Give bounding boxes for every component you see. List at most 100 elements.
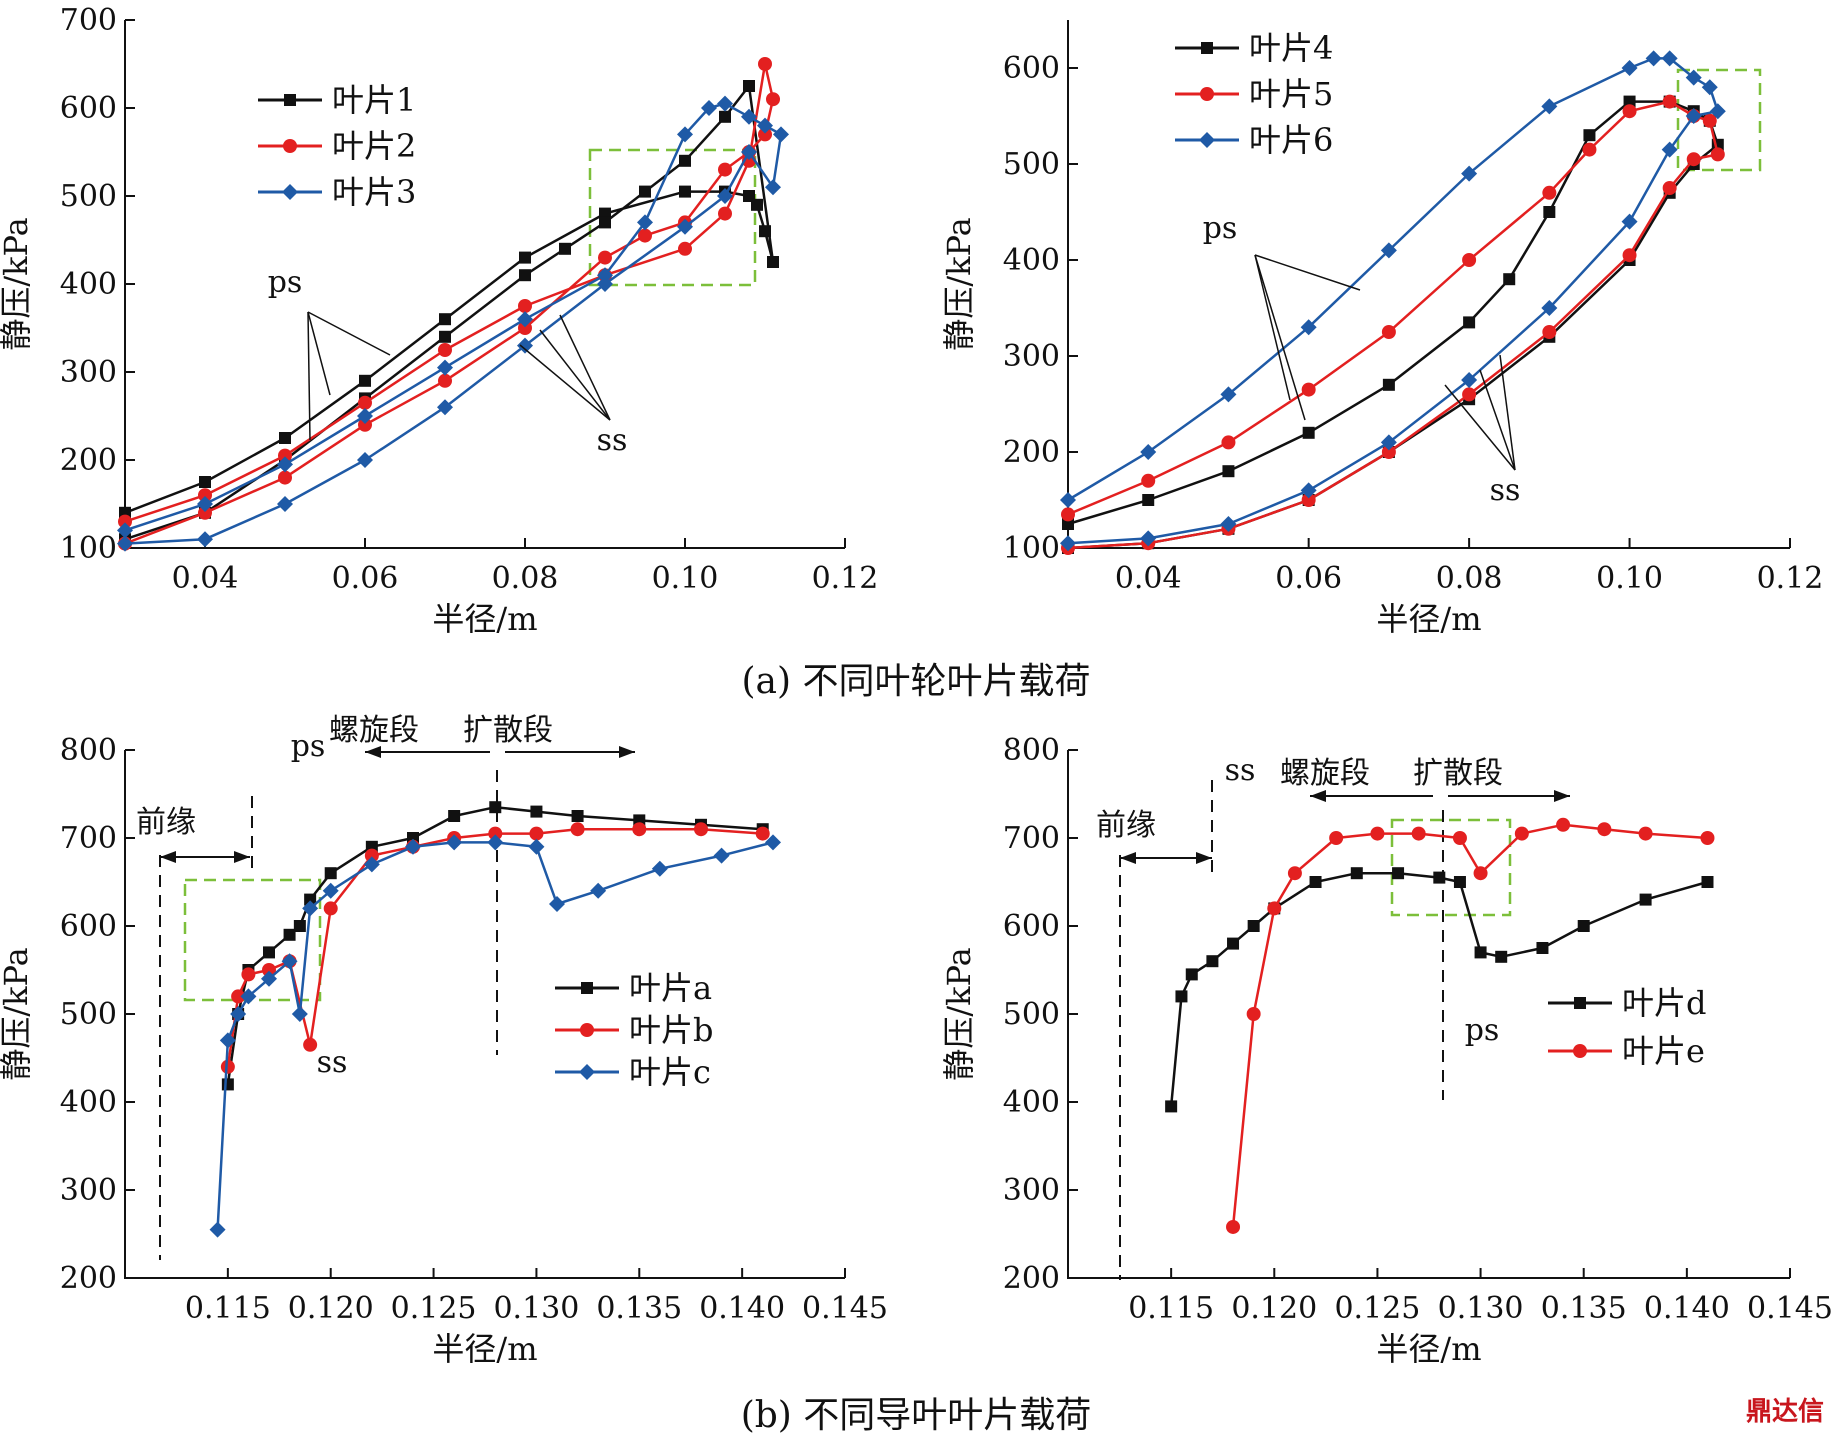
- series-line: [226, 827, 763, 1067]
- data-point: [597, 267, 613, 284]
- data-point: [1062, 518, 1074, 530]
- annotation-label: ps: [291, 729, 326, 764]
- annotation-label: 螺旋段: [329, 713, 419, 748]
- y-axis-label: 静压/kPa: [0, 217, 35, 350]
- data-point: [487, 834, 504, 851]
- data-point: [302, 900, 319, 917]
- y-tick-label: 600: [60, 909, 117, 944]
- data-point: [766, 92, 780, 107]
- series-叶片e: [1226, 817, 1715, 1234]
- data-point: [1710, 147, 1725, 162]
- data-point: [1473, 866, 1488, 881]
- data-point: [694, 822, 708, 837]
- x-tick-label: 0.130: [493, 1291, 579, 1326]
- annotation-pointer: [307, 311, 311, 441]
- series-叶片4: [1062, 95, 1724, 554]
- arrow-head: [1310, 790, 1326, 802]
- annotation-label: 扩散段: [463, 713, 553, 748]
- y-tick-label: 200: [60, 443, 117, 478]
- data-point: [1686, 152, 1701, 167]
- data-point: [1141, 473, 1156, 488]
- data-point: [1061, 507, 1075, 522]
- annotation-pointer: [1499, 354, 1516, 471]
- y-tick-label: 500: [60, 997, 117, 1032]
- x-tick-label: 0.120: [288, 1291, 374, 1326]
- axes-frame: [124, 20, 845, 549]
- data-point: [767, 256, 779, 268]
- data-point: [1380, 434, 1397, 451]
- data-point: [679, 154, 691, 167]
- annotation-pointer: [1479, 369, 1516, 471]
- x-tick-label: 0.04: [1115, 561, 1182, 596]
- series-line: [124, 102, 783, 545]
- data-point: [1701, 79, 1718, 96]
- data-point: [197, 496, 213, 512]
- legend-entry: 叶片2: [258, 127, 416, 165]
- x-tick-label: 0.140: [1644, 1291, 1730, 1326]
- data-point: [1577, 920, 1590, 932]
- x-tick-label: 0.145: [802, 1291, 888, 1326]
- annotation-pointer: [307, 311, 391, 356]
- data-point: [773, 126, 789, 143]
- annotation-pointer: [1254, 254, 1361, 291]
- annotation-label: ss: [317, 1045, 348, 1080]
- annotation-pointer: [1254, 254, 1291, 401]
- data-point: [1582, 142, 1597, 157]
- x-axis-label: 半径/m: [432, 600, 537, 638]
- annotation-pointer: [307, 311, 331, 396]
- data-point: [293, 920, 306, 932]
- data-point: [759, 225, 771, 238]
- x-tick-label: 0.125: [391, 1291, 477, 1326]
- annotation-label: 前缘: [136, 805, 196, 840]
- annotation-label: 螺旋段: [1280, 756, 1370, 791]
- series-叶片5: [1061, 94, 1725, 555]
- annotation-label: ps: [1465, 1013, 1500, 1048]
- legend-entry: 叶片5: [1175, 75, 1333, 113]
- y-tick-label: 700: [60, 821, 117, 856]
- data-point: [758, 127, 772, 142]
- data-point: [322, 882, 339, 899]
- caption-a: (a) 不同叶轮叶片载荷: [741, 661, 1091, 702]
- data-point: [1220, 516, 1237, 532]
- annotation-pointer: [539, 329, 611, 421]
- series-line: [124, 62, 775, 545]
- legend-label: 叶片b: [629, 1011, 714, 1049]
- series-叶片d: [1165, 867, 1714, 1113]
- data-point: [219, 1032, 236, 1049]
- data-point: [262, 963, 276, 977]
- data-point: [1542, 185, 1557, 200]
- data-point: [599, 216, 611, 229]
- y-tick-label: 400: [60, 267, 117, 302]
- data-point: [1433, 871, 1446, 884]
- data-point: [701, 100, 717, 116]
- data-point: [1060, 492, 1076, 508]
- y-tick-label: 400: [1003, 1085, 1060, 1120]
- data-point: [1309, 876, 1322, 888]
- data-point: [1597, 822, 1612, 837]
- data-point: [741, 108, 757, 125]
- data-point: [1474, 946, 1487, 959]
- data-point: [1247, 920, 1260, 932]
- data-point: [1392, 867, 1405, 880]
- x-axis-label: 半径/m: [432, 1330, 537, 1368]
- legend-label: 叶片5: [1249, 75, 1333, 113]
- x-tick-label: 0.115: [185, 1291, 271, 1326]
- data-point: [1140, 444, 1157, 460]
- y-tick-label: 500: [1003, 147, 1060, 182]
- data-point: [1543, 206, 1556, 218]
- data-point: [1140, 530, 1157, 547]
- y-tick-label: 400: [60, 1085, 117, 1120]
- data-point: [765, 834, 781, 851]
- x-tick-label: 0.125: [1334, 1291, 1420, 1326]
- legend-marker: [282, 184, 298, 200]
- arrow-head: [619, 746, 635, 758]
- data-point: [518, 299, 532, 313]
- legend-marker: [1574, 997, 1586, 1009]
- series-叶片2: [118, 57, 780, 551]
- data-point: [1645, 50, 1662, 67]
- data-point: [1702, 113, 1717, 128]
- chart-panel-1: 0.04 0.06 0.08 0.10 0.12 100 200 300 400 500 600 70…: [0, 3, 878, 638]
- annotation-pointer: [559, 314, 611, 421]
- data-point: [117, 535, 133, 552]
- data-point: [677, 218, 693, 235]
